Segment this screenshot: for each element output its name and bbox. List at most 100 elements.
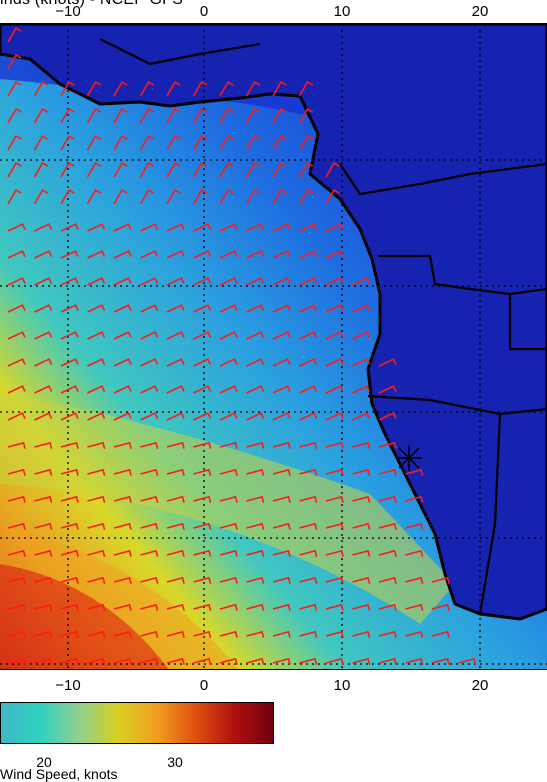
wind-barb bbox=[431, 603, 450, 611]
bottom-tick-lon-10: 10 bbox=[333, 677, 351, 694]
wind-barb bbox=[325, 657, 344, 665]
wind-barb bbox=[60, 162, 75, 178]
wind-barb bbox=[140, 304, 159, 313]
wind-barb bbox=[299, 630, 318, 638]
wind-barb bbox=[7, 412, 26, 421]
wind-barb bbox=[113, 250, 132, 259]
wind-barb bbox=[140, 522, 159, 530]
wind-barb bbox=[140, 549, 159, 557]
wind-barb bbox=[272, 277, 291, 286]
wind-barb bbox=[166, 135, 181, 151]
wind-barb bbox=[7, 358, 26, 367]
wind-barb bbox=[34, 630, 53, 638]
wind-barb bbox=[325, 304, 344, 313]
wind-barb bbox=[272, 441, 291, 449]
wind-barb bbox=[166, 468, 185, 476]
wind-barb bbox=[352, 441, 371, 449]
wind-barb bbox=[87, 441, 106, 449]
wind-barb bbox=[140, 576, 159, 584]
wind-barb bbox=[7, 277, 26, 286]
wind-barb bbox=[60, 385, 79, 394]
wind-barb bbox=[166, 162, 181, 178]
wind-barb bbox=[325, 630, 344, 638]
wind-barb bbox=[139, 81, 155, 97]
wind-barb bbox=[113, 304, 132, 313]
wind-barb bbox=[113, 189, 128, 205]
top-tick-lon-0: 0 bbox=[199, 3, 209, 20]
wind-barb bbox=[87, 358, 106, 367]
wind-barb bbox=[272, 108, 287, 124]
wind-speed-colorbar bbox=[0, 702, 274, 744]
wind-barb bbox=[325, 495, 344, 503]
wind-barb bbox=[113, 412, 132, 421]
wind-barb bbox=[87, 223, 106, 232]
wind-barb bbox=[219, 108, 234, 124]
wind-barb bbox=[166, 630, 185, 638]
wind-barb bbox=[219, 495, 238, 503]
wind-barb bbox=[113, 603, 132, 611]
wind-barb bbox=[272, 630, 291, 638]
map-title: inds (knots) - NCEP GFS bbox=[0, 0, 183, 9]
wind-barb bbox=[219, 549, 238, 557]
wind-barb bbox=[219, 331, 238, 340]
wind-barb bbox=[113, 630, 132, 638]
wind-barb bbox=[140, 630, 159, 638]
wind-barb bbox=[34, 412, 53, 421]
colorbar-label: Wind Speed, knots bbox=[0, 766, 118, 782]
wind-barb bbox=[246, 250, 265, 259]
top-tick-lon-minus10: −10 bbox=[55, 3, 81, 20]
wind-barb bbox=[246, 657, 265, 665]
wind-barb bbox=[272, 576, 291, 584]
wind-barb bbox=[113, 223, 132, 232]
wind-barb bbox=[298, 108, 314, 124]
wind-barb bbox=[325, 223, 344, 232]
wind-barb bbox=[60, 331, 79, 340]
wind-barb bbox=[34, 576, 53, 584]
wind-barb bbox=[86, 108, 102, 124]
wind-barb bbox=[378, 468, 397, 476]
wind-barb bbox=[219, 135, 234, 151]
wind-barb bbox=[193, 549, 212, 557]
wind-barb bbox=[113, 657, 132, 665]
wind-barb bbox=[272, 189, 287, 205]
wind-barb bbox=[431, 657, 450, 665]
wind-barb bbox=[60, 108, 75, 124]
wind-map[interactable] bbox=[0, 23, 547, 670]
wind-barb bbox=[458, 657, 477, 665]
wind-barb bbox=[246, 358, 265, 367]
wind-barb bbox=[431, 630, 450, 638]
wind-barb bbox=[34, 223, 53, 232]
wind-barb bbox=[272, 135, 287, 151]
wind-barb bbox=[299, 522, 318, 530]
wind-barb bbox=[140, 277, 159, 286]
wind-barb bbox=[87, 522, 106, 530]
wind-barb bbox=[246, 304, 265, 313]
wind-barb bbox=[325, 189, 340, 205]
wind-barb bbox=[33, 81, 49, 97]
wind-barb bbox=[352, 385, 371, 394]
wind-barb bbox=[7, 522, 26, 530]
wind-barb bbox=[325, 576, 344, 584]
wind-barb bbox=[7, 657, 26, 665]
wind-barb bbox=[113, 495, 132, 503]
wind-barb bbox=[325, 441, 344, 449]
wind-barb bbox=[219, 385, 238, 394]
wind-barb bbox=[7, 108, 22, 124]
wind-barb bbox=[352, 412, 371, 421]
wind-barb bbox=[405, 495, 424, 503]
wind-barb bbox=[299, 549, 318, 557]
wind-barb bbox=[246, 385, 265, 394]
wind-barb bbox=[34, 657, 53, 665]
wind-barb bbox=[87, 549, 106, 557]
wind-barb bbox=[60, 189, 75, 205]
wind-barb bbox=[192, 189, 208, 205]
wind-barb bbox=[113, 385, 132, 394]
wind-barb bbox=[352, 358, 371, 367]
wind-barb bbox=[272, 412, 291, 421]
wind-barb bbox=[325, 385, 344, 394]
wind-barb bbox=[219, 223, 238, 232]
wind-barb bbox=[166, 441, 185, 449]
wind-barb bbox=[140, 441, 159, 449]
wind-barb bbox=[405, 630, 424, 638]
wind-barb bbox=[378, 358, 397, 367]
